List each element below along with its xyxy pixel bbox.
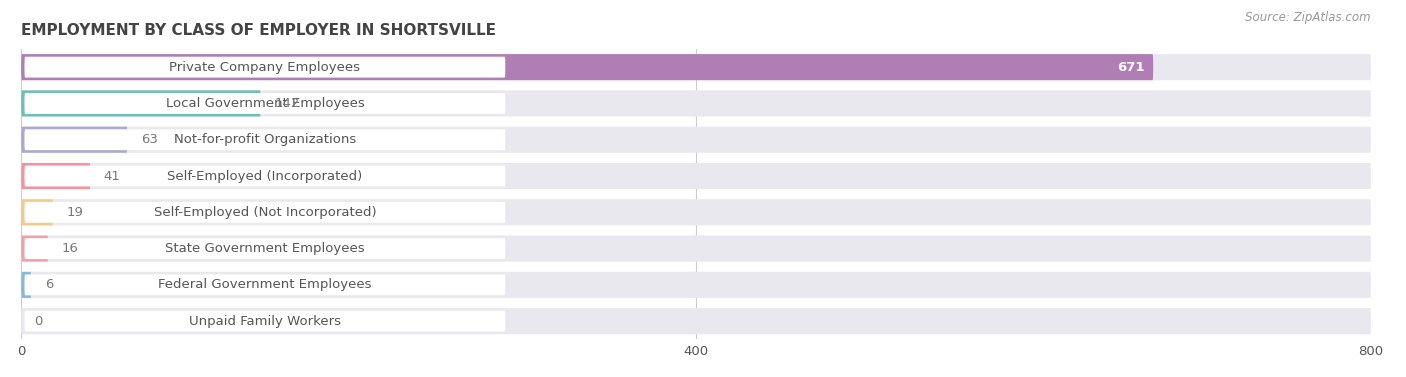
- FancyBboxPatch shape: [24, 274, 505, 295]
- Text: Private Company Employees: Private Company Employees: [169, 61, 360, 74]
- FancyBboxPatch shape: [24, 202, 505, 223]
- FancyBboxPatch shape: [21, 308, 1371, 334]
- FancyBboxPatch shape: [21, 54, 1153, 80]
- FancyBboxPatch shape: [24, 57, 505, 78]
- FancyBboxPatch shape: [24, 93, 505, 114]
- FancyBboxPatch shape: [21, 90, 260, 116]
- FancyBboxPatch shape: [24, 238, 505, 259]
- Text: 63: 63: [141, 133, 157, 146]
- FancyBboxPatch shape: [21, 272, 31, 298]
- FancyBboxPatch shape: [21, 236, 48, 262]
- Text: EMPLOYMENT BY CLASS OF EMPLOYER IN SHORTSVILLE: EMPLOYMENT BY CLASS OF EMPLOYER IN SHORT…: [21, 23, 496, 38]
- FancyBboxPatch shape: [21, 127, 128, 153]
- Text: Source: ZipAtlas.com: Source: ZipAtlas.com: [1246, 11, 1371, 24]
- Text: 16: 16: [62, 242, 79, 255]
- Text: State Government Employees: State Government Employees: [165, 242, 364, 255]
- FancyBboxPatch shape: [24, 166, 505, 187]
- Text: 142: 142: [274, 97, 299, 110]
- Text: 0: 0: [35, 315, 44, 328]
- FancyBboxPatch shape: [21, 127, 1371, 153]
- Text: Self-Employed (Not Incorporated): Self-Employed (Not Incorporated): [153, 206, 377, 219]
- Text: Unpaid Family Workers: Unpaid Family Workers: [188, 315, 340, 328]
- FancyBboxPatch shape: [21, 272, 1371, 298]
- FancyBboxPatch shape: [24, 311, 505, 332]
- Text: 41: 41: [104, 170, 121, 182]
- Text: Federal Government Employees: Federal Government Employees: [157, 278, 371, 291]
- Text: Not-for-profit Organizations: Not-for-profit Organizations: [174, 133, 356, 146]
- Text: 671: 671: [1118, 61, 1144, 74]
- Text: 6: 6: [45, 278, 53, 291]
- FancyBboxPatch shape: [24, 129, 505, 150]
- FancyBboxPatch shape: [21, 199, 1371, 225]
- FancyBboxPatch shape: [21, 199, 53, 225]
- FancyBboxPatch shape: [21, 90, 1371, 116]
- FancyBboxPatch shape: [21, 163, 90, 189]
- Text: Local Government Employees: Local Government Employees: [166, 97, 364, 110]
- FancyBboxPatch shape: [21, 163, 1371, 189]
- FancyBboxPatch shape: [21, 54, 1371, 80]
- FancyBboxPatch shape: [21, 236, 1371, 262]
- Text: Self-Employed (Incorporated): Self-Employed (Incorporated): [167, 170, 363, 182]
- Text: 19: 19: [66, 206, 83, 219]
